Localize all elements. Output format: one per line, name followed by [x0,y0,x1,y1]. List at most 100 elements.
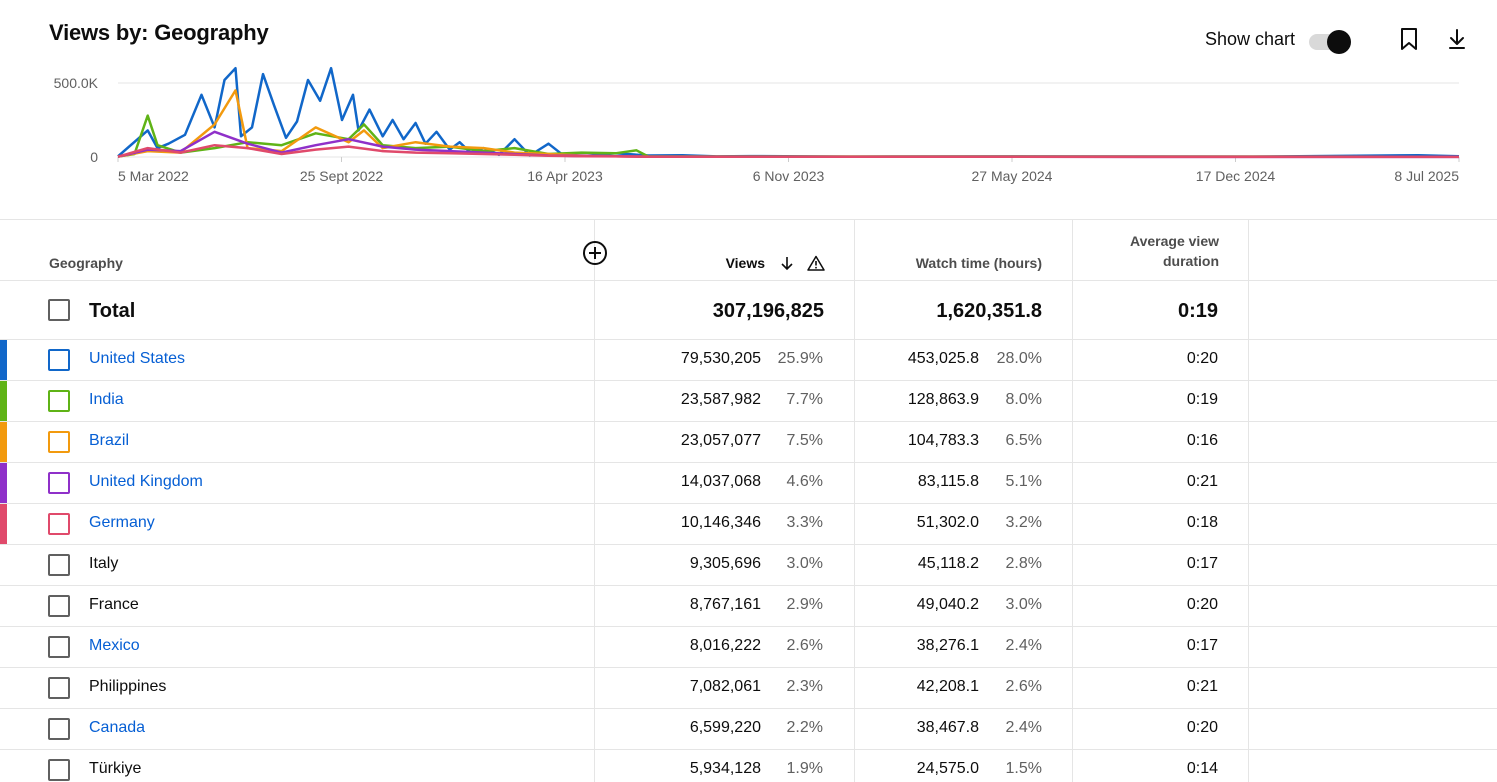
download-button[interactable] [1445,27,1469,51]
page-title: Views by: Geography [49,20,269,45]
table-row[interactable]: Germany 10,146,346 3.3% 51,302.0 3.2% 0:18 [0,504,1497,545]
column-divider [1072,220,1073,280]
row-checkbox[interactable] [48,472,70,494]
table-row[interactable]: United Kingdom 14,037,068 4.6% 83,115.8 5.1%… [0,463,1497,504]
column-divider [1072,504,1073,544]
column-divider [1072,750,1073,782]
table-row[interactable]: Italy 9,305,696 3.0% 45,118.2 2.8% 0:17 [0,545,1497,586]
table-row[interactable]: Mexico 8,016,222 2.6% 38,276.1 2.4% 0:17 [0,627,1497,668]
country-name: Italy [89,555,119,572]
column-divider [854,340,855,380]
total-label: Total [89,300,136,322]
country-name[interactable]: United States [89,350,186,367]
column-divider [1072,586,1073,626]
column-divider [1248,627,1249,667]
views-percent: 2.2% [786,719,823,736]
column-header-avg-duration[interactable]: Average view duration [1130,233,1219,269]
bookmark-button[interactable] [1397,27,1421,51]
column-divider [854,586,855,626]
avg-duration-value: 0:20 [1186,596,1218,613]
column-divider [854,381,855,421]
row-checkbox[interactable] [48,390,70,412]
geography-line-chart: 0 500.0K 5 Mar 2022 25 Sept 2022 16 Apr 2023… [54,66,1460,184]
add-circle-icon[interactable] [582,240,608,266]
series-color-stripe [0,340,7,380]
table-row[interactable]: Brazil 23,057,077 7.5% 104,783.3 6.5% 0:16 [0,422,1497,463]
table-row[interactable]: France 8,767,161 2.9% 49,040.2 3.0% 0:20 [0,586,1497,627]
series-color-stripe [0,422,7,462]
views-percent: 25.9% [777,350,823,367]
views-value: 14,037,068 [680,473,761,490]
table-row[interactable]: Canada 6,599,220 2.2% 38,467.8 2.4% 0:20 [0,709,1497,750]
row-checkbox[interactable] [48,554,70,576]
views-percent: 7.5% [786,432,823,449]
column-header-views[interactable]: Views [726,255,825,271]
column-header-geography[interactable]: Geography [49,255,123,271]
table-row[interactable]: India 23,587,982 7.7% 128,863.9 8.0% 0:19 [0,381,1497,422]
column-divider [854,281,855,339]
views-value: 7,082,061 [689,678,761,695]
watch-time-value: 453,025.8 [907,350,979,367]
views-value: 23,057,077 [680,432,761,449]
views-percent: 3.3% [786,514,823,531]
country-name[interactable]: Canada [89,719,146,736]
download-icon [1449,29,1465,49]
column-divider [1072,627,1073,667]
x-tick-label: 27 May 2024 [972,168,1053,184]
column-divider [854,627,855,667]
show-chart-toggle[interactable] [1305,29,1351,54]
toolbar: Show chart [1205,24,1469,54]
table-row[interactable]: Philippines 7,082,061 2.3% 42,208.1 2.6% 0:21 [0,668,1497,709]
views-value: 8,016,222 [689,637,761,654]
watch-time-value: 42,208.1 [916,678,979,695]
views-value: 5,934,128 [689,760,761,777]
country-name[interactable]: United Kingdom [89,473,203,490]
column-divider [1072,381,1073,421]
column-header-watch-time[interactable]: Watch time (hours) [915,255,1042,271]
row-checkbox[interactable] [48,513,70,535]
country-name[interactable]: Mexico [89,637,140,654]
series-line-india[interactable] [117,114,1460,158]
views-value: 23,587,982 [680,391,761,408]
column-divider [594,750,595,782]
views-percent: 2.3% [786,678,823,695]
row-checkbox[interactable] [48,759,70,781]
series-line-germany[interactable] [117,143,1460,159]
column-divider [854,750,855,782]
column-divider [1248,422,1249,462]
country-name: Türkiye [89,760,142,777]
column-divider [1248,281,1249,339]
series-color-stripe [0,504,7,544]
arrow-down-icon [781,257,793,271]
row-checkbox[interactable] [48,677,70,699]
column-divider [854,463,855,503]
series-line-united-kingdom[interactable] [117,130,1460,159]
country-name[interactable]: India [89,391,124,408]
row-checkbox[interactable] [48,595,70,617]
column-divider [1072,340,1073,380]
country-name[interactable]: Germany [89,514,155,531]
country-name[interactable]: Brazil [89,432,130,449]
country-name: France [89,596,139,613]
total-checkbox[interactable] [48,299,70,321]
column-divider [1248,750,1249,782]
row-checkbox[interactable] [48,431,70,453]
table-row[interactable]: United States 79,530,205 25.9% 453,025.8 28.… [0,340,1497,381]
row-checkbox[interactable] [48,718,70,740]
watch-time-value: 38,467.8 [916,719,979,736]
warning-icon[interactable] [807,255,825,271]
views-value: 10,146,346 [680,514,761,531]
views-percent: 2.6% [786,637,823,654]
table-row[interactable]: Türkiye 5,934,128 1.9% 24,575.0 1.5% 0:14 [0,750,1497,782]
watch-time-percent: 28.0% [996,350,1042,367]
column-divider [1248,381,1249,421]
row-checkbox[interactable] [48,636,70,658]
views-percent: 3.0% [786,555,823,572]
y-tick-label: 500.0K [54,75,99,91]
watch-time-percent: 5.1% [1005,473,1042,490]
row-checkbox[interactable] [48,349,70,371]
watch-time-percent: 8.0% [1005,391,1042,408]
watch-time-value: 104,783.3 [907,432,979,449]
total-avg-duration: 0:19 [1177,300,1218,322]
column-divider [594,668,595,708]
